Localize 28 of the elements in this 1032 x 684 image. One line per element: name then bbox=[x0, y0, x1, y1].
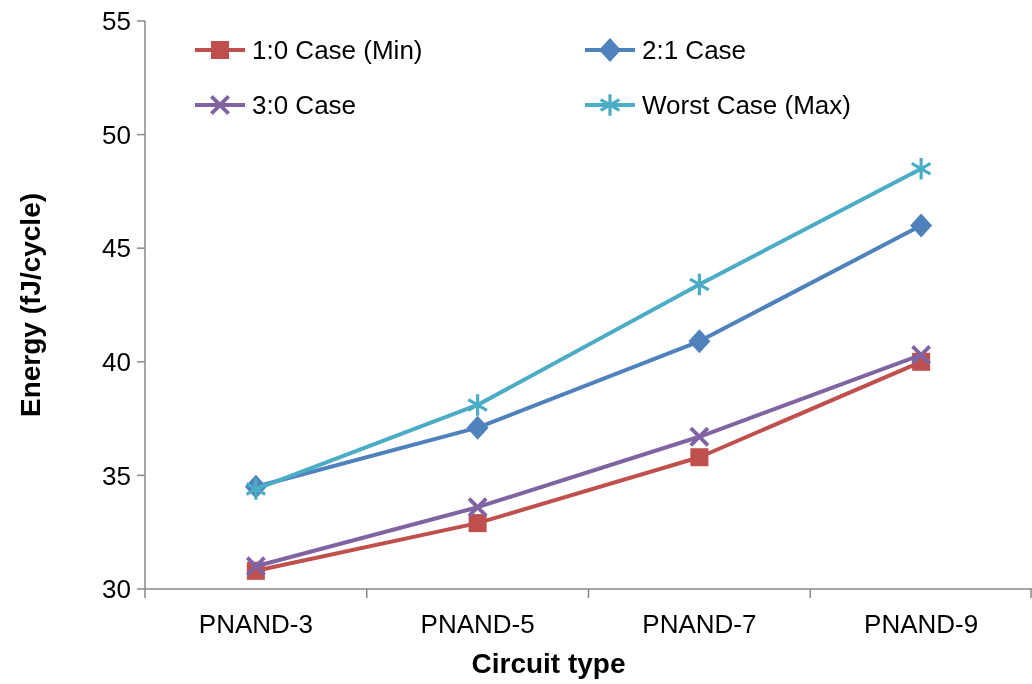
x-tick-label: PNAND-9 bbox=[864, 609, 979, 639]
legend-label: 3:0 Case bbox=[252, 90, 357, 121]
x-tick-label: PNAND-3 bbox=[198, 609, 313, 639]
point bbox=[467, 497, 488, 518]
point bbox=[466, 415, 489, 440]
x-axis-title: Circuit type bbox=[471, 648, 626, 679]
point bbox=[245, 556, 266, 577]
point bbox=[911, 345, 932, 365]
point bbox=[690, 448, 709, 467]
point bbox=[468, 514, 487, 533]
point bbox=[689, 273, 710, 296]
y-tick-label: 40 bbox=[102, 346, 131, 377]
point bbox=[688, 329, 711, 354]
y-tick-label: 45 bbox=[102, 233, 131, 264]
point bbox=[467, 394, 488, 416]
y-tick-label: 35 bbox=[102, 460, 131, 491]
y-tick-label: 55 bbox=[102, 6, 131, 37]
point bbox=[910, 213, 933, 238]
point bbox=[910, 157, 932, 180]
legend-label: 2:1 Case bbox=[642, 35, 747, 66]
point bbox=[689, 426, 710, 447]
legend-label: 1:0 Case (Min) bbox=[252, 35, 423, 66]
x-tick-label: PNAND-7 bbox=[642, 609, 757, 639]
y-tick-label: 50 bbox=[102, 119, 131, 150]
y-tick-label: 30 bbox=[102, 574, 131, 605]
x-tick-label: PNAND-5 bbox=[420, 609, 535, 639]
legend-label: Worst Case (Max) bbox=[642, 90, 851, 121]
y-axis-title: Energy (fJ/cycle) bbox=[15, 192, 46, 418]
